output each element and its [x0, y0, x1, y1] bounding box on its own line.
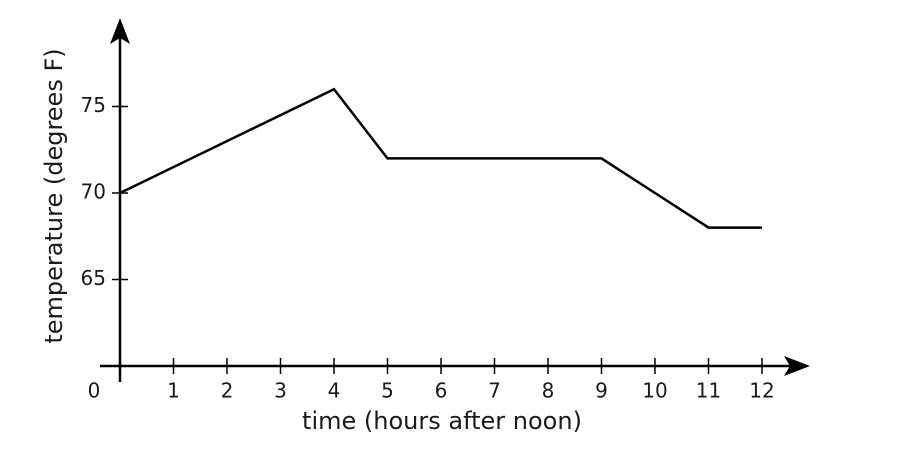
x-tick-label: 9 [595, 379, 608, 403]
x-tick-label: 5 [381, 379, 394, 403]
data-line [119, 87, 762, 229]
y-tick-label: 75 [81, 93, 106, 117]
x-tick-label: 12 [749, 379, 774, 403]
y-tick-label: 70 [81, 180, 106, 204]
x-tick-label: 0 [88, 379, 101, 403]
x-axis-arrow [784, 356, 810, 376]
y-axis-arrow [110, 18, 130, 44]
x-tick-label: 1 [167, 379, 180, 403]
y-axis-title: temperature (degrees F) [40, 48, 68, 343]
x-tick-label: 10 [642, 379, 667, 403]
x-axis-title: time (hours after noon) [302, 407, 582, 435]
x-tick-label: 6 [435, 379, 448, 403]
x-tick-label: 2 [221, 379, 234, 403]
x-tick-label: 3 [274, 379, 287, 403]
x-tick-label: 11 [696, 379, 721, 403]
x-tick-label: 7 [488, 379, 501, 403]
x-tick-label: 4 [328, 379, 341, 403]
y-tick-label: 65 [81, 266, 106, 290]
x-tick-label: 8 [542, 379, 555, 403]
